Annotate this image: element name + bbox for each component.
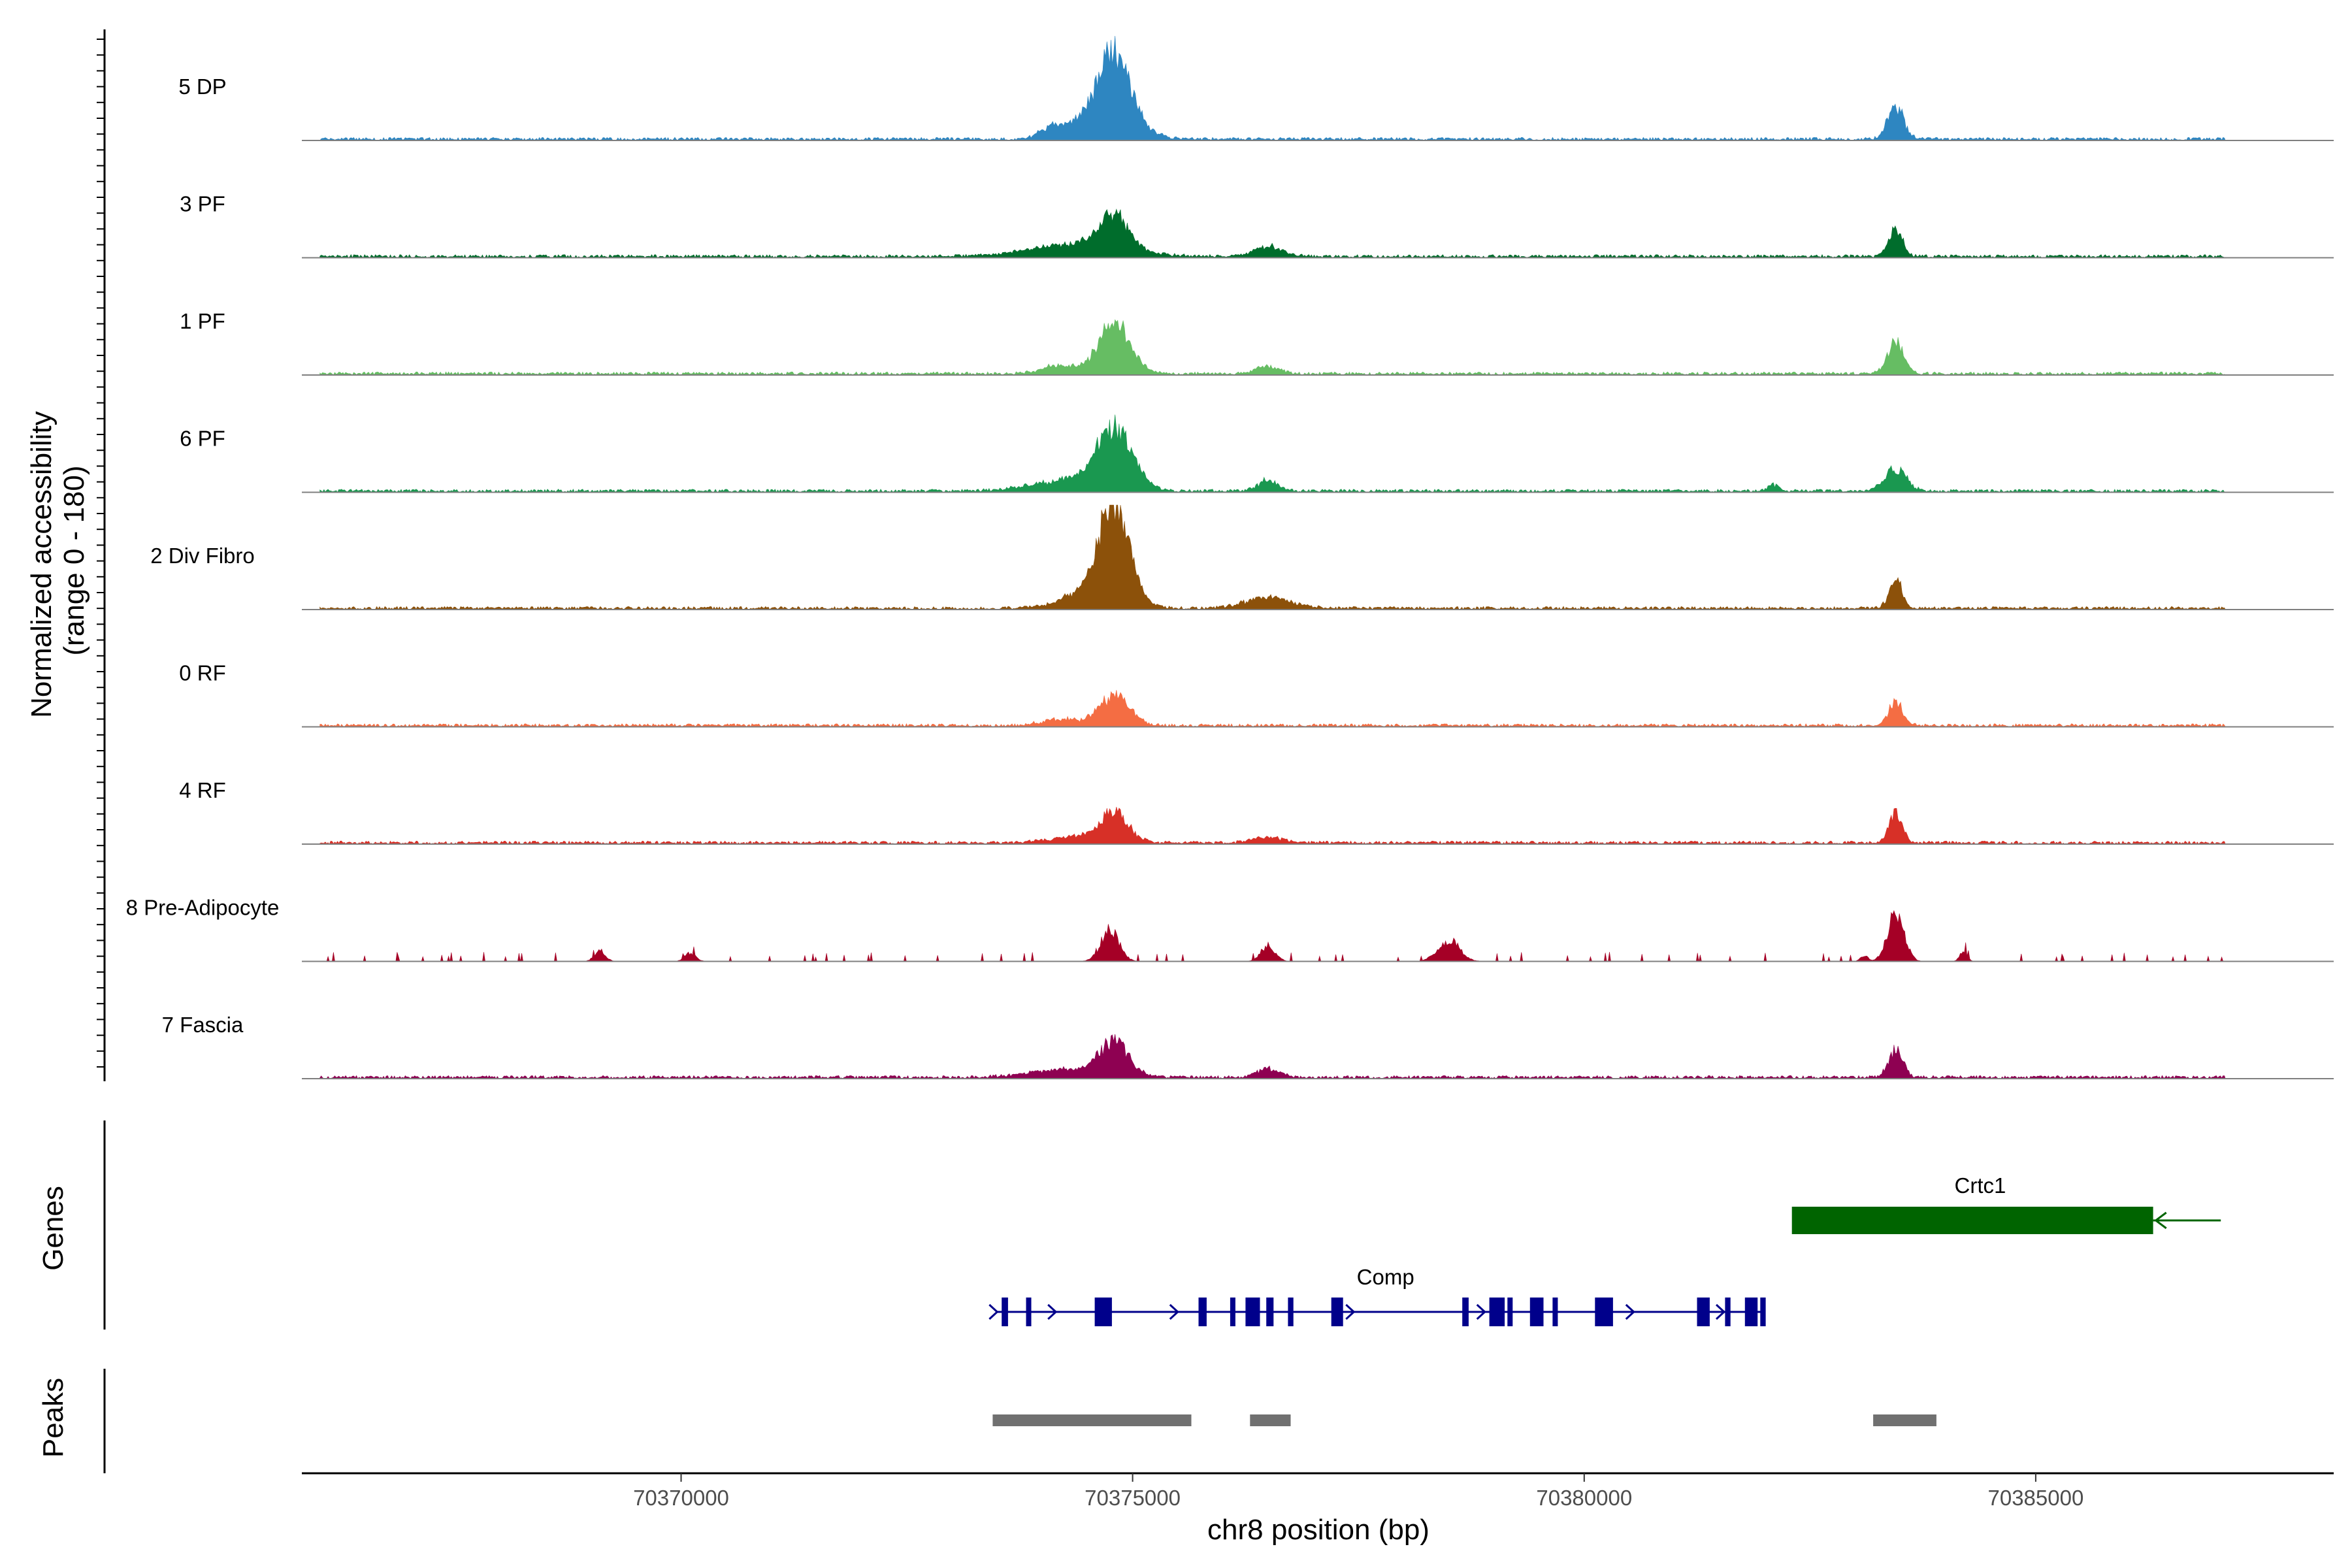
track-label: 6 PF bbox=[180, 427, 225, 451]
peak-region bbox=[1873, 1414, 1936, 1426]
track-0-rf: 0 RF bbox=[179, 661, 2334, 728]
peaks-track bbox=[992, 1414, 1936, 1426]
strand-arrow bbox=[1345, 1303, 1356, 1320]
strand-arrow bbox=[1715, 1303, 1726, 1320]
strand-arrow bbox=[1169, 1303, 1179, 1320]
peaks-panel-title: Peaks bbox=[37, 1378, 69, 1458]
coverage-area bbox=[319, 504, 2226, 610]
x-tick-label: 70370000 bbox=[633, 1486, 729, 1510]
gene-exon bbox=[1529, 1298, 1544, 1326]
track-4-rf: 4 RF bbox=[179, 778, 2334, 845]
gene-exon bbox=[1507, 1298, 1513, 1326]
gene-exon bbox=[1725, 1298, 1731, 1326]
track-label: 5 DP bbox=[178, 74, 226, 99]
gene-label: Comp bbox=[1357, 1265, 1414, 1289]
coverage-area bbox=[319, 208, 2226, 259]
x-tick-label: 70375000 bbox=[1085, 1486, 1181, 1510]
gene-exon bbox=[1489, 1298, 1505, 1326]
track-label: 1 PF bbox=[180, 309, 225, 333]
gene-exon bbox=[1552, 1298, 1558, 1326]
track-2-div-fibro: 2 Div Fibro bbox=[150, 504, 2334, 610]
peak-region bbox=[992, 1414, 1192, 1426]
x-axis: 70370000 70375000 70380000 70385000 bbox=[302, 1472, 2334, 1510]
y-axis-title: Normalized accessibility (range 0 - 180) bbox=[25, 403, 90, 718]
coverage-area bbox=[319, 414, 2226, 493]
coverage-tracks: 5 DP 3 PF 1 PF 6 PF 2 Div Fibro 0 RF 4 RF 8 Pre… bbox=[126, 35, 2334, 1079]
track-label: 2 Div Fibro bbox=[150, 544, 255, 568]
track-1-pf: 1 PF bbox=[180, 309, 2334, 376]
coverage-area bbox=[319, 909, 2226, 962]
side-axes bbox=[97, 29, 106, 1473]
strand-arrow bbox=[988, 1303, 999, 1320]
gene-exon bbox=[1026, 1298, 1032, 1326]
strand-arrow bbox=[1625, 1303, 1635, 1320]
gene-crtc1: Crtc1 bbox=[1791, 1173, 2221, 1234]
track-label: 3 PF bbox=[180, 192, 225, 216]
track-label: 8 Pre-Adipocyte bbox=[126, 896, 280, 920]
gene-exon bbox=[1595, 1298, 1613, 1326]
gene-exon bbox=[1697, 1298, 1710, 1326]
coverage-area bbox=[319, 807, 2226, 845]
gene-exon bbox=[1760, 1298, 1766, 1326]
track-7-fascia: 7 Fascia bbox=[162, 1013, 2334, 1079]
peak-region bbox=[1250, 1414, 1291, 1426]
gene-exon bbox=[1266, 1298, 1274, 1326]
genes-panel-title: Genes bbox=[37, 1186, 69, 1271]
track-3-pf: 3 PF bbox=[180, 192, 2334, 259]
x-tick-label: 70385000 bbox=[1987, 1486, 2083, 1510]
gene-exon bbox=[1245, 1298, 1260, 1326]
coverage-area bbox=[319, 1034, 2226, 1079]
track-6-pf: 6 PF bbox=[180, 414, 2334, 493]
strand-arrow bbox=[2154, 1211, 2167, 1230]
y-axis-title-line1: Normalized accessibility bbox=[25, 411, 57, 717]
strand-arrow bbox=[1047, 1303, 1058, 1320]
gene-exon bbox=[1288, 1298, 1294, 1326]
gene-exon bbox=[1791, 1207, 2153, 1234]
gene-exon bbox=[1331, 1298, 1343, 1326]
gene-label: Crtc1 bbox=[1955, 1173, 2006, 1198]
gene-exon bbox=[1198, 1298, 1207, 1326]
x-tick-label: 70380000 bbox=[1536, 1486, 1632, 1510]
x-axis-title: chr8 position (bp) bbox=[1207, 1514, 1429, 1546]
track-label: 7 Fascia bbox=[162, 1013, 244, 1037]
gene-exon bbox=[1462, 1298, 1469, 1326]
gene-exon bbox=[1002, 1298, 1008, 1326]
track-label: 4 RF bbox=[179, 778, 226, 802]
genes-track: Crtc1 Comp bbox=[988, 1173, 2221, 1326]
gene-exon bbox=[1094, 1298, 1112, 1326]
gene-exon bbox=[1230, 1298, 1235, 1326]
coverage-area bbox=[319, 319, 2226, 376]
track-label: 0 RF bbox=[179, 661, 226, 685]
track-5-dp: 5 DP bbox=[178, 35, 2334, 141]
coverage-area bbox=[319, 690, 2226, 728]
track-8-pre-adipocyte: 8 Pre-Adipocyte bbox=[126, 896, 2334, 962]
y-axis-title-line2: (range 0 - 180) bbox=[58, 465, 90, 655]
gene-comp: Comp bbox=[988, 1265, 1766, 1326]
gene-exon bbox=[1744, 1298, 1758, 1326]
coverage-area bbox=[319, 35, 2226, 141]
strand-arrow bbox=[1476, 1303, 1486, 1320]
